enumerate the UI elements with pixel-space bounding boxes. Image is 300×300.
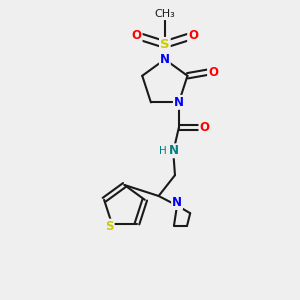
Text: S: S <box>160 38 170 51</box>
Text: S: S <box>105 220 114 232</box>
Text: O: O <box>208 66 218 79</box>
Text: H: H <box>159 146 167 156</box>
Text: N: N <box>174 96 184 109</box>
Text: O: O <box>200 121 209 134</box>
Text: O: O <box>188 29 198 42</box>
Text: CH₃: CH₃ <box>154 9 175 19</box>
Text: N: N <box>160 53 170 66</box>
Text: N: N <box>169 144 178 157</box>
Text: N: N <box>172 196 182 209</box>
Text: O: O <box>132 29 142 42</box>
